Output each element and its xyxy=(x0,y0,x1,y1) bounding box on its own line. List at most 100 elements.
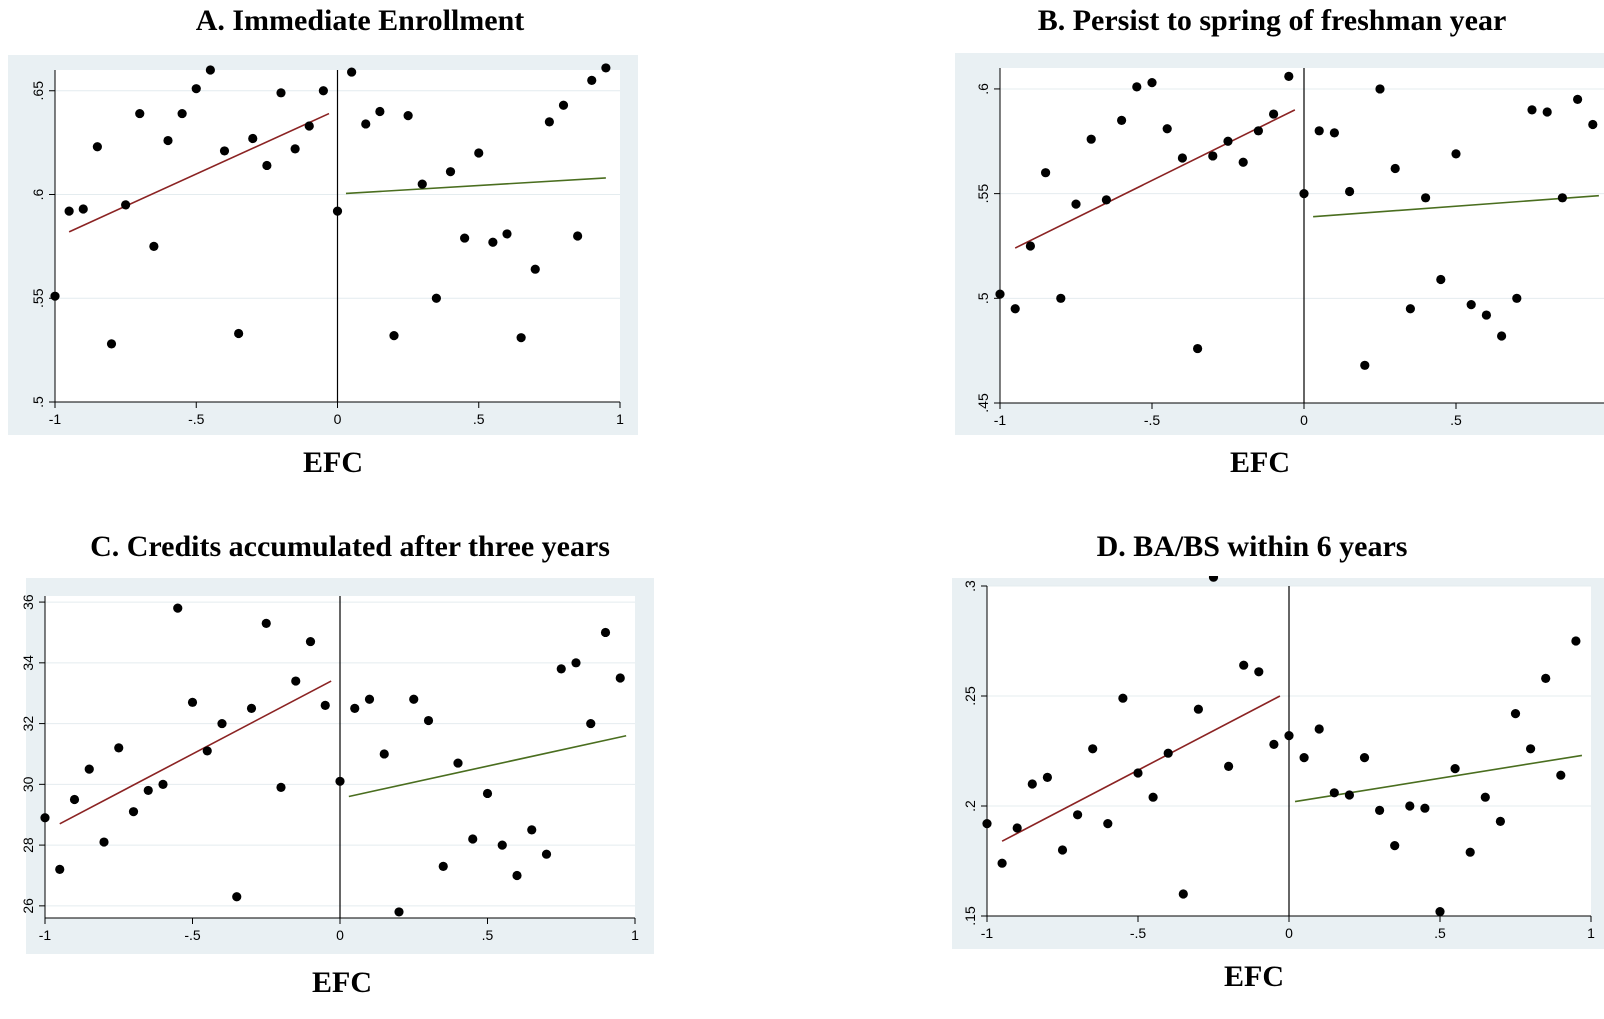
data-point xyxy=(995,289,1005,299)
data-point xyxy=(1208,151,1218,161)
data-point xyxy=(488,237,498,247)
x-tick-label: -.5 xyxy=(184,927,201,943)
data-point xyxy=(121,200,131,210)
data-point xyxy=(1466,299,1476,310)
data-point xyxy=(1510,709,1521,719)
data-point xyxy=(1284,71,1294,81)
data-point xyxy=(1344,790,1354,800)
data-point xyxy=(600,627,611,638)
y-tick-label: .6 xyxy=(975,83,991,95)
data-point xyxy=(318,86,328,96)
data-point xyxy=(1269,739,1279,749)
data-point xyxy=(1193,343,1203,354)
data-point xyxy=(1041,168,1051,178)
data-point xyxy=(1481,310,1491,320)
data-point xyxy=(1390,163,1400,174)
y-tick-label: .25 xyxy=(962,686,978,706)
y-tick-label: 34 xyxy=(20,655,36,671)
data-point xyxy=(92,142,102,152)
data-point xyxy=(149,241,159,251)
x-tick-label: -.5 xyxy=(1144,412,1161,428)
y-tick-label: .45 xyxy=(975,393,991,413)
data-point xyxy=(1238,157,1248,167)
data-point xyxy=(364,694,375,704)
data-point xyxy=(276,88,286,98)
data-point xyxy=(558,100,569,110)
data-point xyxy=(262,160,272,171)
data-point xyxy=(1571,636,1581,646)
data-point xyxy=(202,746,212,756)
data-point xyxy=(114,743,124,753)
x-axis-title: EFC xyxy=(312,966,372,999)
data-point xyxy=(205,65,215,75)
data-point xyxy=(1118,693,1128,703)
y-tick-label: 30 xyxy=(20,776,36,792)
panel-b-persist-spring: B. Persist to spring of freshman year .4… xyxy=(952,0,1604,490)
data-point xyxy=(158,779,168,789)
panel-c-credits-accumulated: C. Credits accumulated after three years… xyxy=(0,526,680,1019)
data-point xyxy=(516,333,526,343)
data-point xyxy=(379,749,389,759)
data-point xyxy=(261,618,271,628)
x-tick-label: -1 xyxy=(981,925,994,941)
data-point xyxy=(1042,772,1052,782)
data-point xyxy=(350,703,360,713)
x-tick-label: 1 xyxy=(1587,925,1595,941)
data-point xyxy=(1451,149,1461,159)
data-point xyxy=(1345,186,1355,197)
data-point xyxy=(502,229,512,239)
data-point xyxy=(1512,293,1522,303)
scatter-plot-a: .5 .55 .6 .65 -1 -.5 0 .5 1 xyxy=(8,55,638,435)
data-point xyxy=(1465,847,1475,857)
data-point xyxy=(347,67,357,77)
data-point xyxy=(573,231,583,241)
fit-line-left xyxy=(1014,109,1296,249)
data-point xyxy=(1103,819,1113,829)
data-point xyxy=(497,840,507,850)
data-point xyxy=(1101,195,1111,205)
data-point xyxy=(1193,704,1203,714)
x-tick-label: 1 xyxy=(631,927,639,943)
data-point xyxy=(1132,82,1142,92)
data-point xyxy=(1360,360,1370,370)
fit-line-right xyxy=(345,177,606,195)
data-point xyxy=(1435,907,1445,917)
data-point xyxy=(1480,792,1490,802)
data-point xyxy=(1588,119,1598,130)
x-axis-title: EFC xyxy=(1230,446,1290,479)
data-point xyxy=(1163,748,1173,758)
x-tick-label: -1 xyxy=(994,412,1007,428)
data-point xyxy=(332,206,343,216)
data-point xyxy=(1284,731,1294,741)
data-point xyxy=(304,121,314,131)
data-point xyxy=(55,864,65,874)
data-point xyxy=(1269,109,1279,119)
data-point xyxy=(1254,667,1264,677)
fit-line-right xyxy=(1294,754,1583,803)
fit-line-left xyxy=(1001,695,1281,842)
data-point xyxy=(1299,753,1309,763)
data-point xyxy=(527,825,537,835)
y-tick-label: 28 xyxy=(20,837,36,853)
data-point xyxy=(409,694,419,704)
data-point xyxy=(163,135,173,146)
x-tick-label: -.5 xyxy=(1130,925,1147,941)
y-tick-label: 36 xyxy=(20,594,36,610)
y-tick-label: 32 xyxy=(20,716,36,732)
data-point xyxy=(556,664,566,674)
data-point xyxy=(1177,153,1187,163)
data-point xyxy=(50,291,60,301)
data-point xyxy=(1375,84,1385,94)
data-point xyxy=(389,331,399,341)
data-point xyxy=(361,119,371,129)
data-point xyxy=(1025,241,1035,251)
data-point xyxy=(1375,805,1385,815)
x-axis-title: EFC xyxy=(1224,960,1284,993)
data-point xyxy=(135,108,145,119)
data-point xyxy=(1557,193,1567,203)
data-point xyxy=(438,861,448,871)
data-point xyxy=(1223,136,1233,146)
panel-d-ba-bs-6-years: D. BA/BS within 6 years .15 .2 .25 .3 -1 -.5 0… xyxy=(952,526,1604,1019)
data-point xyxy=(1239,660,1249,670)
data-point xyxy=(474,148,484,158)
